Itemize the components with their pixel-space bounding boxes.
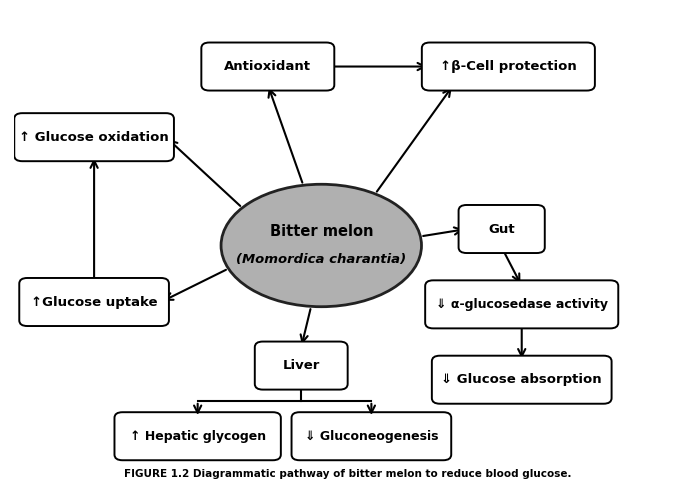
Text: ⇓ Glucose absorption: ⇓ Glucose absorption <box>441 373 602 386</box>
FancyBboxPatch shape <box>201 43 334 91</box>
FancyBboxPatch shape <box>255 342 348 390</box>
Text: ⇓ α-glucosedase activity: ⇓ α-glucosedase activity <box>436 298 608 311</box>
FancyBboxPatch shape <box>432 356 612 404</box>
Text: Gut: Gut <box>489 222 515 235</box>
FancyBboxPatch shape <box>422 43 595 91</box>
Text: Antioxidant: Antioxidant <box>224 60 311 73</box>
Text: Liver: Liver <box>283 359 320 372</box>
Ellipse shape <box>221 184 422 307</box>
FancyBboxPatch shape <box>292 412 451 460</box>
Text: FIGURE 1.2 Diagrammatic pathway of bitter melon to reduce blood glucose.: FIGURE 1.2 Diagrammatic pathway of bitte… <box>125 468 571 478</box>
FancyBboxPatch shape <box>425 281 618 328</box>
FancyBboxPatch shape <box>19 278 169 326</box>
Text: ↑β-Cell protection: ↑β-Cell protection <box>440 60 577 73</box>
Text: (Momordica charantia): (Momordica charantia) <box>236 253 406 266</box>
FancyBboxPatch shape <box>459 205 545 253</box>
Text: Bitter melon: Bitter melon <box>269 224 373 239</box>
Text: ↑ Glucose oxidation: ↑ Glucose oxidation <box>19 131 169 144</box>
Text: ↑ Hepatic glycogen: ↑ Hepatic glycogen <box>129 430 266 443</box>
FancyBboxPatch shape <box>14 113 174 161</box>
FancyBboxPatch shape <box>114 412 281 460</box>
Text: ⇓ Gluconeogenesis: ⇓ Gluconeogenesis <box>305 430 438 443</box>
Text: ↑Glucose uptake: ↑Glucose uptake <box>31 296 157 309</box>
